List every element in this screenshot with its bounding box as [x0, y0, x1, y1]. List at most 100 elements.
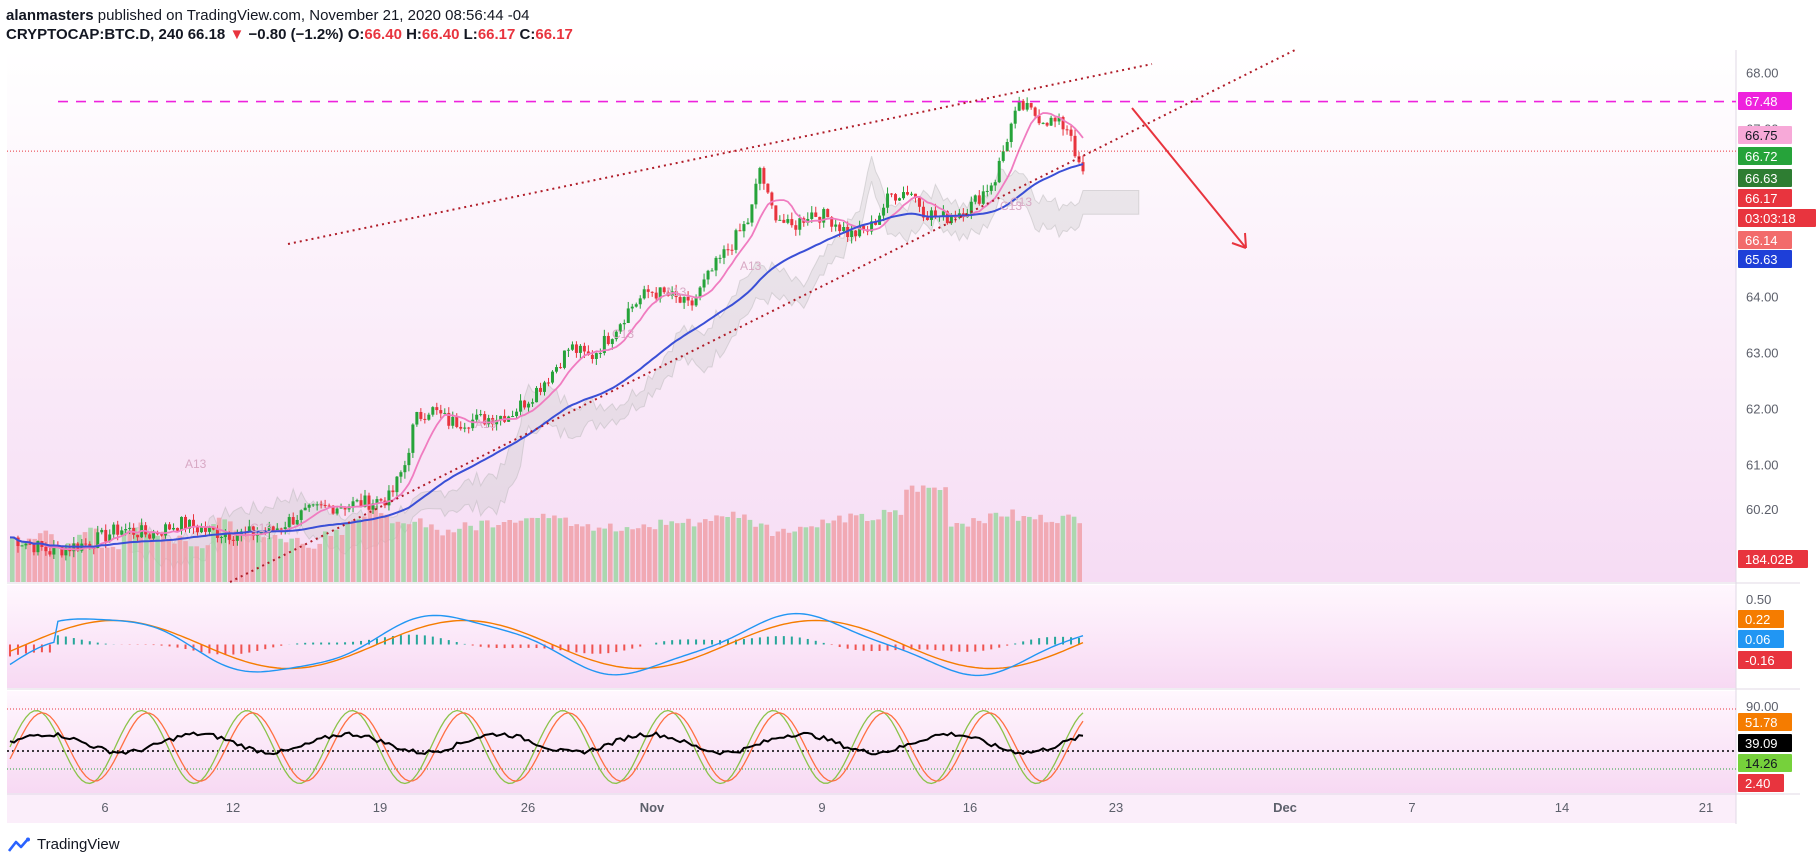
candle-body — [483, 414, 487, 425]
macd-histogram-bar — [830, 644, 833, 646]
volume-bar — [574, 524, 579, 582]
macd-histogram-bar — [918, 644, 921, 650]
volume-bar — [93, 528, 99, 582]
volume-bar — [244, 531, 250, 582]
macd-histogram-bar — [24, 644, 27, 654]
macd-histogram-bar — [822, 642, 825, 645]
candle-body — [554, 367, 558, 372]
volume-bar — [160, 531, 166, 582]
macd-histogram-bar — [1014, 643, 1017, 645]
close-label: C: — [519, 26, 536, 43]
brand-name: TradingView — [37, 836, 120, 853]
candle-body — [1069, 129, 1073, 136]
volume-bar — [261, 537, 267, 582]
macd-histogram-bar — [998, 644, 1001, 648]
volume-bar — [155, 535, 160, 582]
candle-body — [618, 324, 622, 332]
macd-histogram-bar — [439, 638, 442, 645]
candle-body — [168, 524, 172, 530]
macd-histogram-bar — [742, 639, 745, 645]
macd-histogram-bar — [511, 644, 514, 649]
macd-histogram-bar — [966, 644, 969, 652]
candle-body — [124, 529, 128, 531]
candle-body — [1045, 122, 1049, 126]
macd-histogram-bar — [391, 636, 394, 645]
macd-histogram-bar — [56, 635, 59, 645]
candle-body — [24, 543, 28, 546]
volume-bar — [228, 521, 233, 582]
candle-body — [690, 300, 694, 306]
macd-histogram-bar — [623, 644, 626, 651]
volume-bar — [177, 535, 183, 582]
stoch-d-line — [9, 712, 1084, 782]
candle-body — [850, 230, 854, 238]
candle-body — [128, 527, 132, 530]
candle-body — [160, 534, 164, 536]
stoch-tick-label: 90.00 — [1746, 699, 1779, 714]
ema-line — [9, 112, 1084, 551]
macd-histogram-bar — [543, 644, 546, 649]
volume-bar — [881, 509, 887, 582]
candle-body — [271, 526, 275, 531]
macd-histogram-bar — [870, 644, 873, 652]
volume-bar — [893, 510, 898, 582]
macd-histogram-bar — [774, 636, 777, 645]
candle-body — [291, 517, 295, 525]
candle-body — [267, 526, 271, 533]
macd-badge: 0.22 — [1738, 610, 1784, 628]
volume-bar — [194, 546, 199, 582]
volume-bar — [434, 529, 440, 582]
volume-bar — [267, 537, 272, 582]
candle-body — [467, 427, 471, 429]
candle-body — [375, 499, 379, 504]
x-tick-label: 14 — [1555, 800, 1569, 815]
price-badge: 66.14 — [1738, 231, 1792, 249]
x-tick-label: 23 — [1109, 800, 1123, 815]
macd-histogram-bar — [160, 644, 163, 646]
volume-bar — [21, 541, 26, 582]
macd-histogram-bar — [591, 644, 594, 654]
brand-footer[interactable]: TradingView — [8, 836, 120, 853]
candle-body — [319, 504, 323, 506]
candle-body — [614, 331, 618, 340]
candle-body — [758, 168, 762, 184]
candle-body — [738, 230, 742, 232]
volume-bar — [233, 530, 239, 582]
candle-body — [64, 547, 68, 556]
candle-body — [774, 205, 778, 221]
candle-body — [949, 216, 953, 224]
candle-body — [766, 183, 770, 193]
volume-bar — [211, 524, 216, 582]
publish-info: published on TradingView.com, November 2… — [97, 7, 530, 24]
candle-body — [714, 257, 718, 271]
candle-body — [172, 527, 176, 530]
macd-histogram-bar — [176, 644, 179, 648]
candle-body — [798, 218, 802, 230]
macd-histogram-bar — [846, 644, 849, 649]
volume-bar — [697, 522, 702, 582]
macd-histogram-bar — [487, 644, 490, 648]
last-price: 66.18 — [187, 26, 226, 43]
candle-body — [1001, 151, 1005, 161]
author-name[interactable]: alanmasters — [6, 7, 94, 24]
macd-badge-text: 0.22 — [1745, 612, 1770, 627]
candle-body — [279, 528, 283, 530]
macd-histogram-bar — [862, 644, 865, 651]
candle-body — [391, 490, 395, 493]
volume-bar — [999, 516, 1004, 582]
macd-histogram-bar — [423, 635, 426, 645]
macd-histogram-bar — [615, 644, 618, 653]
candle-body — [327, 505, 331, 507]
volume-bar — [283, 542, 289, 582]
candle-body — [164, 524, 168, 536]
volume-bar — [278, 538, 283, 582]
volume-bar — [99, 547, 104, 582]
volume-bar — [563, 517, 568, 582]
candle-body — [610, 339, 614, 345]
price-badge-text: 67.48 — [1745, 94, 1778, 109]
candle-body — [933, 210, 937, 217]
volume-bar — [149, 531, 155, 582]
macd-badge-text: -0.16 — [1745, 653, 1775, 668]
candle-body — [387, 490, 391, 506]
